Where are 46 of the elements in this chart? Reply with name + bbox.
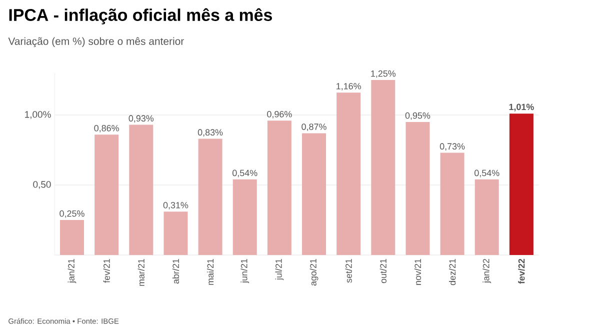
data-label: 1,01% [509,104,534,112]
data-label: 0,54% [474,170,500,178]
bar [198,138,222,255]
x-tick-label: jan/21 [68,258,76,284]
bar [406,122,430,255]
x-tick-label: fev/22 [518,258,525,284]
bar [336,92,361,255]
x-tick-label: mai/21 [206,258,214,285]
x-tick-label: out/21 [380,258,386,284]
x-tick-label: jun/21 [240,258,250,284]
y-tick-label: 0,50 [33,181,51,189]
bar [474,179,499,255]
x-tick-label: mar/21 [138,258,144,286]
data-label: 0,31% [163,202,188,210]
x-tick-label: nov/21 [414,258,422,285]
x-tick-label: jan/22 [482,258,492,284]
bar [129,124,154,255]
bar [440,152,464,255]
x-tick-label: ago/21 [310,258,318,286]
bar [371,80,396,255]
data-label: 0,87% [302,124,326,131]
data-label: 0,83% [198,129,223,137]
data-label: 0,93% [128,115,154,123]
x-tick-label: dez/21 [449,258,456,286]
x-tick-label: set/21 [345,258,352,283]
bar [302,133,326,255]
data-label: 0,73% [440,143,465,151]
chart-title: IPCA - inflação oficial mês a mês [9,8,272,24]
bar [94,134,119,255]
data-label: 0,54% [232,170,258,178]
bar [267,120,292,255]
data-label: 0,25% [60,210,84,218]
x-tick-label: jul/21 [275,258,284,280]
x-tick-label: fev/21 [103,258,110,283]
bar [164,212,188,255]
data-label: 0,95% [405,112,430,120]
y-tick-label: 1,00% [25,111,51,119]
bar [232,179,257,255]
bar [60,220,84,255]
data-label: 1,25% [371,70,396,78]
data-label: 1,16% [336,82,361,90]
data-label: 0,96% [267,110,292,118]
x-tick-label: abr/21 [172,258,180,284]
data-label: 0,86% [94,124,119,132]
chart-subtitle: Variação (em %) sobre o mês anterior [8,37,184,48]
bar [509,114,534,255]
